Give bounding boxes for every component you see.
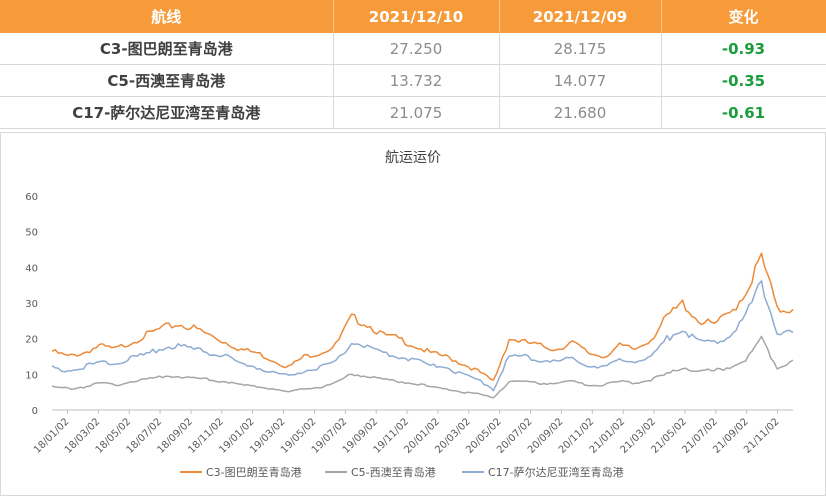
table-row: C17-萨尔达尼亚湾至青岛港 21.075 21.680 -0.61 — [0, 96, 826, 129]
value-change: -0.35 — [661, 64, 826, 97]
y-tick-label: 0 — [32, 406, 38, 417]
header-change: 变化 — [661, 0, 826, 33]
y-tick-label: 50 — [25, 228, 38, 239]
series-line-3 — [51, 280, 794, 392]
table-header-row: 航线 2021/12/10 2021/12/09 变化 — [0, 0, 826, 33]
value-date-1: 13.732 — [333, 64, 500, 97]
value-date-2: 14.077 — [499, 64, 662, 97]
table-row: C5-西澳至青岛港 13.732 14.077 -0.35 — [0, 64, 826, 97]
value-change: -0.93 — [661, 33, 826, 65]
legend-label: C3-图巴朗至青岛港 — [206, 465, 302, 479]
value-change: -0.61 — [661, 96, 826, 129]
route-name: C3-图巴朗至青岛港 — [0, 33, 334, 65]
value-date-2: 28.175 — [499, 33, 662, 65]
legend-label: C17-萨尔达尼亚湾至青岛港 — [488, 465, 624, 479]
y-tick-label: 40 — [25, 263, 38, 274]
y-tick-label: 20 — [25, 335, 38, 346]
header-route: 航线 — [0, 0, 334, 33]
legend-label: C5-西澳至青岛港 — [351, 465, 436, 479]
y-tick-label: 10 — [25, 370, 38, 381]
header-date-1: 2021/12/10 — [333, 0, 500, 33]
series-line-1 — [51, 252, 794, 381]
chart-frame — [0, 132, 826, 496]
route-name: C5-西澳至青岛港 — [0, 64, 334, 97]
route-name: C17-萨尔达尼亚湾至青岛港 — [0, 96, 334, 129]
y-tick-label: 30 — [25, 299, 38, 310]
freight-rate-chart: 航运运价 010203040506018/01/0218/03/0218/05/… — [0, 132, 826, 496]
series-line-2 — [51, 335, 794, 399]
value-date-1: 27.250 — [333, 33, 500, 65]
value-date-2: 21.680 — [499, 96, 662, 129]
chart-title: 航运运价 — [385, 150, 441, 166]
value-date-1: 21.075 — [333, 96, 500, 129]
table-row: C3-图巴朗至青岛港 27.250 28.175 -0.93 — [0, 33, 826, 65]
header-date-2: 2021/12/09 — [499, 0, 662, 33]
y-tick-label: 60 — [25, 192, 38, 203]
route-table: 航线 2021/12/10 2021/12/09 变化 C3-图巴朗至青岛港 2… — [0, 0, 826, 129]
